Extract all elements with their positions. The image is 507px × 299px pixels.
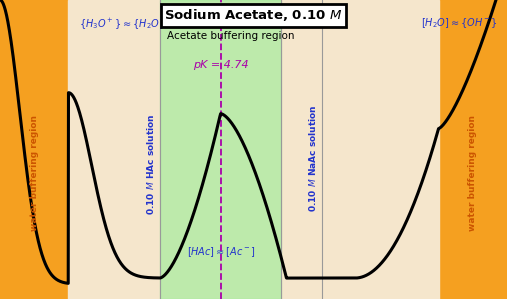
Text: pK = 4.74: pK = 4.74 <box>193 60 248 70</box>
Text: $[HAc] \approx [Ac^-]$: $[HAc] \approx [Ac^-]$ <box>187 245 256 259</box>
Text: $[H_2O] \approx \{OH^-\}$: $[H_2O] \approx \{OH^-\}$ <box>421 16 498 30</box>
Bar <box>68 0 439 299</box>
Text: water buffering region: water buffering region <box>468 115 477 231</box>
Bar <box>160 0 281 299</box>
Text: 0.10 $\mathit{M}$ NaAc solution: 0.10 $\mathit{M}$ NaAc solution <box>307 105 318 212</box>
Text: Sodium Acetate, 0.10 $\mathit{M}$: Sodium Acetate, 0.10 $\mathit{M}$ <box>164 7 343 24</box>
Text: 0.10 $\mathit{M}$ HAc solution: 0.10 $\mathit{M}$ HAc solution <box>145 114 156 215</box>
Text: water buffering region: water buffering region <box>30 115 39 231</box>
Text: Acetate buffering region: Acetate buffering region <box>167 31 295 41</box>
Text: $\{H_3O^+\} \approx \{H_2O\}$: $\{H_3O^+\} \approx \{H_2O\}$ <box>79 16 165 31</box>
